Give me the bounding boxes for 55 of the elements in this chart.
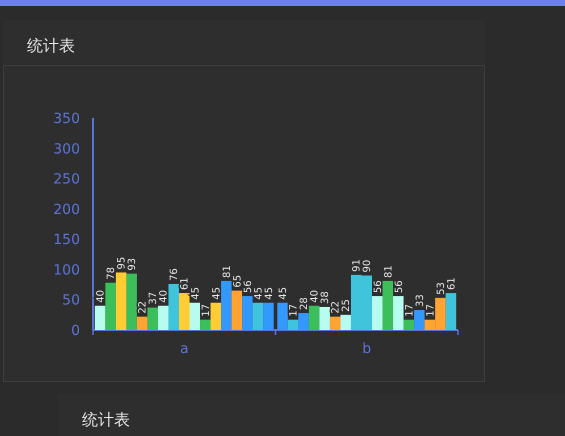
data-label: 17: [404, 304, 416, 317]
data-label: 78: [106, 267, 118, 280]
bar: [158, 306, 168, 330]
data-label: 56: [372, 280, 384, 294]
data-label: 56: [242, 280, 254, 294]
data-label: 91: [352, 259, 363, 272]
bar: [382, 280, 394, 330]
data-label: 65: [232, 274, 244, 288]
bar: [190, 302, 200, 330]
data-label: 61: [446, 277, 458, 290]
y-tick-label: 100: [53, 262, 80, 278]
data-label: 93: [127, 258, 138, 271]
data-label: 81: [222, 265, 233, 278]
data-label: 95: [116, 256, 128, 270]
y-tick-label: 0: [71, 323, 80, 339]
data-label: 45: [211, 287, 222, 300]
data-label: 45: [264, 287, 275, 300]
text: 统计表: [82, 410, 130, 431]
bar: [168, 284, 179, 330]
data-label: 28: [299, 297, 310, 310]
data-label: 45: [190, 287, 202, 300]
data-label: 17: [425, 304, 436, 317]
data-label: 37: [148, 292, 160, 305]
y-tick-label: 150: [53, 232, 80, 248]
y-tick-label: 250: [53, 172, 80, 188]
bar: [200, 320, 211, 330]
data-label: 90: [362, 260, 374, 272]
y-tick-label: 50: [62, 292, 80, 309]
bar: [308, 306, 320, 330]
data-label: 38: [320, 291, 332, 304]
x-tick-label: b: [362, 341, 372, 357]
data-label: 61: [180, 277, 191, 290]
bar: [126, 274, 137, 330]
bar: [340, 314, 351, 330]
data-label: 40: [96, 290, 107, 303]
data-label: 22: [138, 300, 149, 314]
bar: [372, 296, 383, 330]
data-label: 40: [310, 290, 321, 303]
data-label: 33: [414, 294, 426, 308]
chart-title: 统计表: [27, 36, 75, 57]
x-tick-label: a: [180, 341, 189, 357]
y-tick-label: 300: [53, 141, 80, 158]
data-label: 17: [200, 304, 212, 317]
data-label: 22: [330, 300, 342, 314]
data-label: 53: [436, 282, 447, 295]
data-label: 17: [288, 304, 300, 317]
data-label: 40: [158, 290, 170, 303]
y-tick-label: 350: [53, 111, 80, 127]
data-label: 45: [278, 287, 290, 300]
data-label: 25: [341, 299, 352, 312]
data-label: 76: [169, 268, 180, 281]
data-label: 45: [253, 287, 264, 300]
data-label: 81: [383, 265, 394, 278]
y-tick-label: 200: [53, 202, 80, 218]
data-label: 56: [394, 280, 405, 294]
